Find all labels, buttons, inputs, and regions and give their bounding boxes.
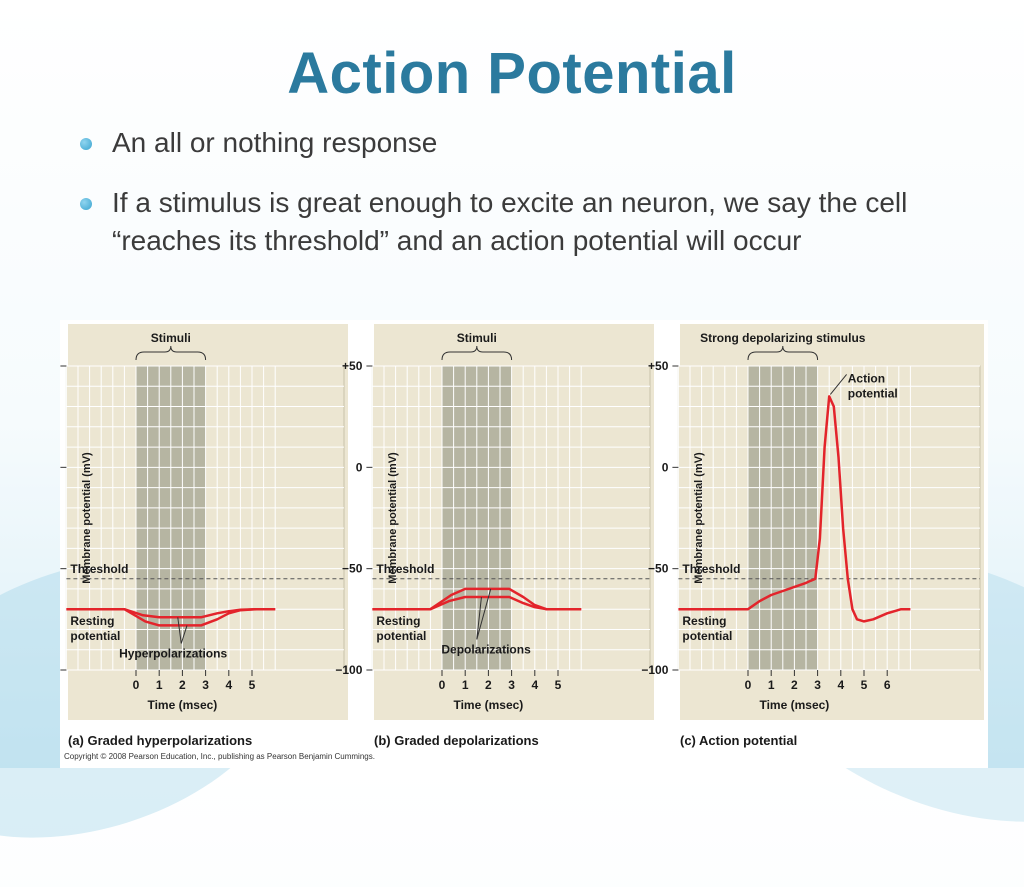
resting-label: potential bbox=[70, 629, 120, 643]
y-tick-label: −50 bbox=[648, 562, 669, 576]
y-tick-label: −50 bbox=[342, 562, 363, 576]
trace-line bbox=[678, 395, 911, 623]
bullet-text: If a stimulus is great enough to excite … bbox=[112, 187, 908, 256]
stimulus-brace bbox=[747, 345, 819, 361]
x-axis-label: Time (msec) bbox=[453, 698, 523, 712]
resting-label: Resting bbox=[70, 614, 114, 628]
y-tick-label: 0 bbox=[662, 460, 669, 474]
bullet-text: An all or nothing response bbox=[112, 127, 438, 158]
bullet-dot-icon bbox=[80, 198, 92, 210]
x-tick-label: 4 bbox=[837, 678, 844, 692]
copyright-notice: Copyright © 2008 Pearson Education, Inc.… bbox=[64, 752, 375, 761]
x-tick-label: 2 bbox=[179, 678, 186, 692]
x-tick-label: 5 bbox=[555, 678, 562, 692]
x-tick-label: 3 bbox=[508, 678, 515, 692]
slide-title: Action Potential bbox=[287, 41, 737, 106]
threshold-label: Threshold bbox=[70, 562, 128, 576]
x-tick-label: 6 bbox=[884, 678, 891, 692]
bullet-item: If a stimulus is great enough to excite … bbox=[76, 184, 956, 260]
traces-label: Depolarizations bbox=[441, 642, 531, 656]
peak-label: Action bbox=[848, 371, 885, 385]
x-tick-label: 5 bbox=[249, 678, 256, 692]
x-tick-label: 1 bbox=[768, 678, 775, 692]
trace-line bbox=[66, 607, 276, 627]
x-tick-label: 1 bbox=[462, 678, 469, 692]
x-tick-label: 5 bbox=[861, 678, 868, 692]
resting-label: potential bbox=[682, 629, 732, 643]
stimulus-brace bbox=[135, 345, 207, 361]
stimulus-brace bbox=[441, 345, 513, 361]
peak-label: potential bbox=[848, 386, 898, 400]
threshold-label: Threshold bbox=[682, 562, 740, 576]
trace-line bbox=[372, 587, 582, 611]
resting-label: Resting bbox=[376, 614, 420, 628]
y-tick-label: −100 bbox=[335, 663, 362, 677]
x-tick-label: 2 bbox=[791, 678, 798, 692]
bullet-dot-icon bbox=[80, 138, 92, 150]
x-tick-label: 0 bbox=[745, 678, 752, 692]
panel-caption: (a) Graded hyperpolarizations bbox=[68, 733, 252, 748]
panel-caption: (b) Graded depolarizations bbox=[374, 733, 539, 748]
x-tick-label: 3 bbox=[814, 678, 821, 692]
y-tick-label: +50 bbox=[342, 359, 363, 373]
traces-pointer bbox=[177, 617, 188, 644]
x-axis-label: Time (msec) bbox=[147, 698, 217, 712]
traces-label: Hyperpolarizations bbox=[119, 646, 227, 660]
stimulus-label: Stimuli bbox=[457, 331, 497, 345]
x-tick-label: 1 bbox=[156, 678, 163, 692]
y-tick-label: +50 bbox=[648, 359, 669, 373]
x-tick-label: 2 bbox=[485, 678, 492, 692]
x-tick-label: 0 bbox=[439, 678, 446, 692]
y-tick-label: −100 bbox=[641, 663, 668, 677]
y-axis-label: Membrane potential (mV) bbox=[387, 452, 399, 584]
y-axis-label: Membrane potential (mV) bbox=[693, 452, 705, 584]
traces-pointer bbox=[476, 588, 492, 640]
y-tick-label: 0 bbox=[356, 460, 363, 474]
x-axis-label: Time (msec) bbox=[759, 698, 829, 712]
threshold-label: Threshold bbox=[376, 562, 434, 576]
x-tick-label: 3 bbox=[202, 678, 209, 692]
resting-label: potential bbox=[376, 629, 426, 643]
bullet-list: An all or nothing response If a stimulus… bbox=[76, 124, 956, 282]
membrane-potential-figure: +50 0 −50 −100 0 1 2 3 4 5 Time (msec) Membrane pot… bbox=[60, 320, 988, 768]
peak-pointer bbox=[829, 374, 847, 395]
x-tick-label: 4 bbox=[531, 678, 538, 692]
resting-label: Resting bbox=[682, 614, 726, 628]
chart-panel-3: +50 0 −50 −100 0 1 2 3 4 5 6 Time (msec) Membrane po… bbox=[641, 324, 984, 748]
stimulus-label: Strong depolarizing stimulus bbox=[700, 331, 866, 345]
x-tick-label: 4 bbox=[225, 678, 232, 692]
figure-svg: +50 0 −50 −100 0 1 2 3 4 5 Time (msec) Membrane pot… bbox=[60, 324, 984, 748]
stimulus-label: Stimuli bbox=[151, 331, 191, 345]
bullet-item: An all or nothing response bbox=[76, 124, 956, 162]
panel-caption: (c) Action potential bbox=[680, 733, 797, 748]
chart-panel-2: +50 0 −50 −100 0 1 2 3 4 5 Time (msec) Membrane pot… bbox=[335, 324, 654, 748]
x-tick-label: 0 bbox=[133, 678, 140, 692]
y-axis-label: Membrane potential (mV) bbox=[81, 452, 93, 584]
